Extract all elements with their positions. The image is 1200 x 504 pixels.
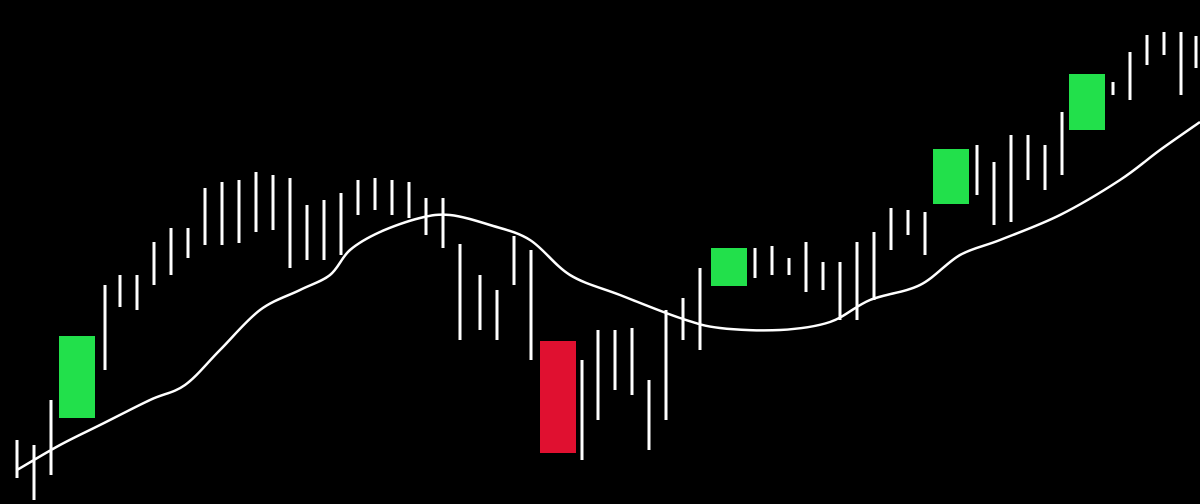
signal-block	[540, 341, 576, 453]
signal-block	[1069, 74, 1105, 130]
signal-block	[933, 149, 969, 204]
signal-block	[59, 336, 95, 418]
signal-block	[711, 248, 747, 286]
moving-average	[16, 120, 1200, 472]
